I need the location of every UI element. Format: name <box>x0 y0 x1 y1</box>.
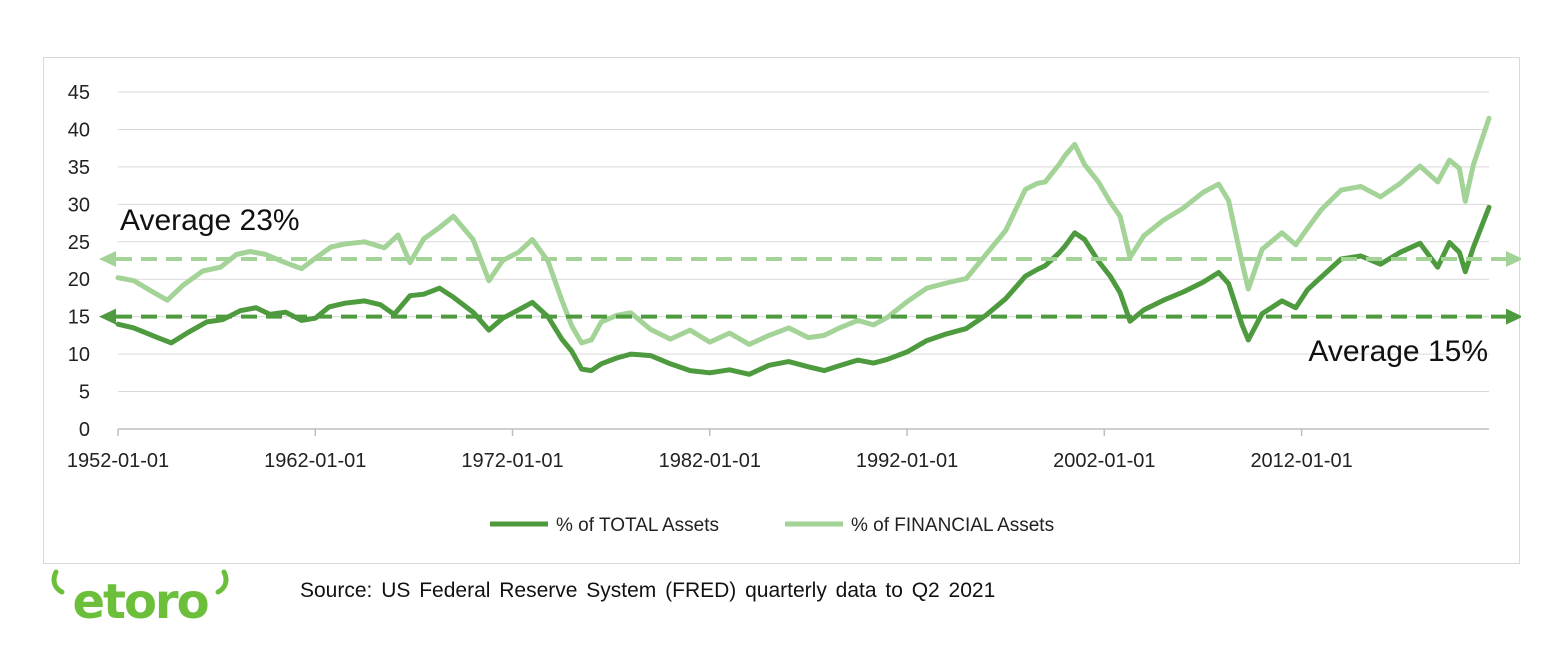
arrow-right-icon <box>1506 251 1521 268</box>
y-tick-label: 10 <box>68 344 90 366</box>
y-tick-label: 35 <box>68 157 90 179</box>
gridlines <box>118 91 1489 393</box>
average-lines: Average 23% Average 15% <box>99 204 1521 368</box>
chart-frame: 0 5 10 15 20 25 30 35 40 45 1952-01-01 1962-01-01 19… <box>43 57 1521 564</box>
etoro-logo: etoro <box>51 569 229 626</box>
arrow-left-icon <box>99 251 116 268</box>
legend: % of TOTAL Assets % of FINANCIAL Assets <box>490 515 1054 536</box>
x-tick-label: 1952-01-01 <box>67 450 169 472</box>
arrow-left-icon <box>99 308 116 325</box>
line-chart: 0 5 10 15 20 25 30 35 40 45 1952-01-01 1962-01-01 19… <box>67 82 1521 536</box>
axes: 0 5 10 15 20 25 30 35 40 45 1952-01-01 1962-01-01 19… <box>67 82 1489 472</box>
average-label: Average 15% <box>1308 335 1488 368</box>
series-line-total-assets <box>115 204 1492 377</box>
legend-label: % of FINANCIAL Assets <box>851 515 1054 536</box>
y-tick-label: 45 <box>68 82 90 104</box>
x-tick-label: 1992-01-01 <box>856 450 958 472</box>
x-tick-label: 2002-01-01 <box>1053 450 1155 472</box>
series-line-financial-assets <box>115 115 1492 347</box>
y-tick-label: 15 <box>68 307 90 329</box>
x-tick-label: 1972-01-01 <box>461 450 563 472</box>
arrow-right-icon <box>1506 308 1521 325</box>
y-tick-label: 30 <box>68 194 90 216</box>
average-label: Average 23% <box>120 204 300 237</box>
x-tick-label: 1982-01-01 <box>659 450 761 472</box>
x-tick-label: 2012-01-01 <box>1250 450 1352 472</box>
source-caption: Source: US Federal Reserve System (FRED)… <box>300 579 996 602</box>
logo-wordmark: etoro <box>72 574 207 626</box>
legend-label: % of TOTAL Assets <box>556 515 719 536</box>
x-tick-label: 1962-01-01 <box>264 450 366 472</box>
y-tick-label: 25 <box>68 232 90 254</box>
y-tick-label: 40 <box>68 119 90 141</box>
y-tick-label: 5 <box>79 382 90 404</box>
series-lines <box>115 115 1492 377</box>
y-tick-label: 20 <box>68 269 90 291</box>
y-tick-label: 0 <box>79 419 90 441</box>
